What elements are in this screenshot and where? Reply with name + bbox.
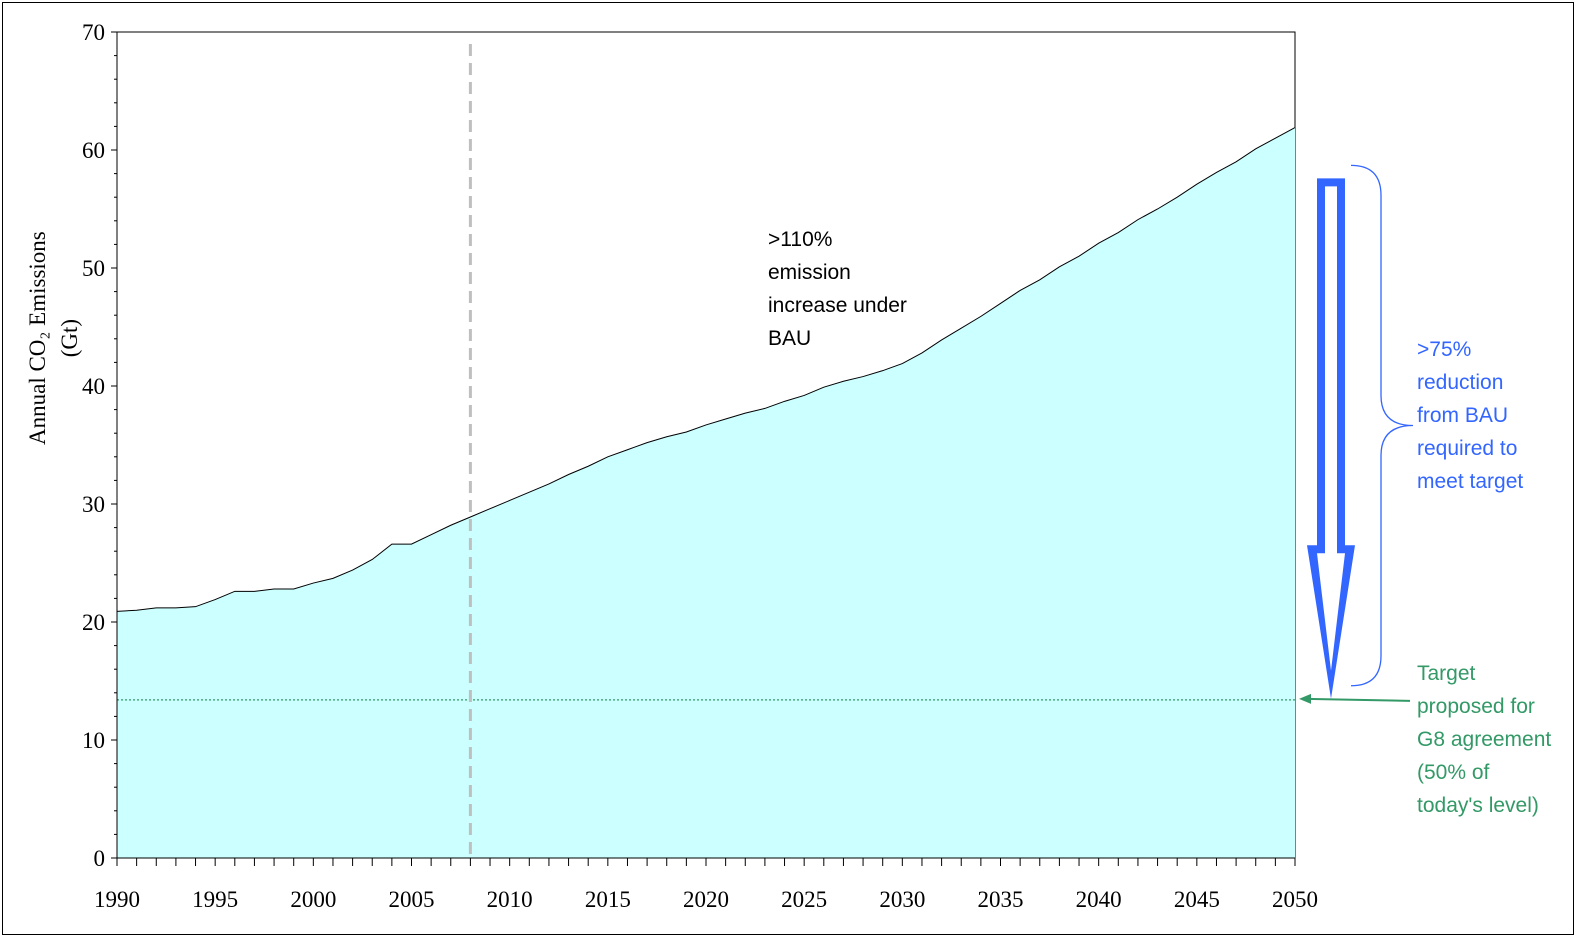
emissions-line [116,127,1296,612]
x-tick-label: 2005 [389,887,435,912]
emissions-area [117,127,1295,858]
x-tick-label: 2045 [1174,887,1220,912]
x-tick-label: 1995 [192,887,238,912]
reduction-annotation: >75% reduction from BAU required to meet… [1417,338,1524,493]
reduction-arrow-inner [1317,186,1345,671]
x-tick-label: 2040 [1076,887,1122,912]
x-tick-label: 2020 [683,887,729,912]
y-tick-label: 0 [94,846,106,871]
x-tick-label: 2035 [978,887,1024,912]
target-pointer-line [1305,697,1411,702]
x-tick-label: 2050 [1272,887,1318,912]
y-axis-label-line1: Annual CO₂ Emissions [25,231,50,445]
x-tick-label: 2010 [487,887,533,912]
x-tick-label: 1990 [94,887,140,912]
x-tick-label: 2025 [781,887,827,912]
y-tick-label: 40 [82,374,105,399]
y-axis-label-line2: (Gt) [57,318,82,358]
y-tick-label: 30 [82,492,105,517]
reduction-brace [1350,164,1414,687]
y-tick-label: 10 [82,728,105,753]
y-tick-label: 50 [82,256,105,281]
y-tick-label: 70 [82,20,105,45]
target-pointer-head [1299,693,1311,704]
x-tick-label: 2015 [585,887,631,912]
x-tick-label: 2030 [879,887,925,912]
y-tick-label: 20 [82,610,105,635]
y-tick-label: 60 [82,138,105,163]
target-annotation: Target proposed for G8 agreement (50% of… [1417,662,1552,817]
x-tick-label: 2000 [290,887,336,912]
bau-increase-annotation: >110% emission increase under BAU [768,228,907,350]
